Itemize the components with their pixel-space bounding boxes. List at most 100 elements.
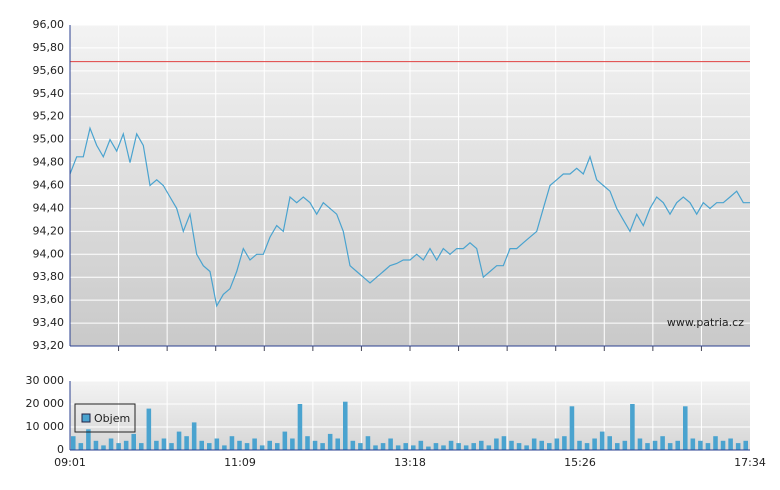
volume-bar — [199, 440, 204, 450]
volume-bar — [479, 440, 484, 450]
volume-bar — [547, 443, 552, 450]
volume-bar — [184, 436, 189, 450]
volume-bar — [154, 440, 159, 450]
volume-bar — [471, 443, 476, 450]
volume-bar — [539, 440, 544, 450]
y-tick-label: 94,00 — [33, 247, 65, 260]
volume-bar — [501, 436, 507, 450]
volume-bar — [667, 443, 673, 450]
y-tick-label: 0 — [57, 443, 64, 456]
volume-bar — [305, 436, 310, 450]
volume-bar — [403, 443, 408, 450]
volume-bar — [456, 443, 461, 450]
volume-bar — [290, 438, 295, 450]
volume-bar — [584, 443, 590, 450]
volume-bar — [244, 443, 250, 450]
volume-bar — [327, 433, 333, 450]
volume-bar — [312, 440, 318, 450]
volume-bar — [358, 443, 363, 450]
y-tick-label: 94,40 — [33, 201, 65, 214]
x-tick-label: 17:34 — [734, 456, 766, 469]
y-tick-label: 93,20 — [33, 339, 65, 352]
volume-bar — [630, 404, 635, 450]
volume-bar — [229, 436, 235, 450]
volume-bar — [222, 445, 227, 450]
legend-label: Objem — [94, 412, 130, 425]
volume-bar — [713, 436, 718, 450]
volume-bar — [607, 436, 612, 450]
volume-bar — [743, 440, 748, 450]
volume-bar — [161, 438, 167, 450]
volume-bar — [562, 436, 567, 450]
volume-bar — [463, 445, 469, 450]
volume-bar — [645, 443, 650, 450]
y-tick-label: 95,40 — [33, 87, 65, 100]
volume-bar — [146, 408, 152, 450]
volume-bar — [433, 443, 439, 450]
y-tick-label: 95,80 — [33, 41, 65, 54]
volume-bar — [343, 401, 348, 450]
volume-bar — [448, 440, 454, 450]
volume-bar — [214, 438, 220, 450]
volume-bar — [705, 443, 711, 450]
volume-bar — [554, 438, 560, 450]
volume-bar — [191, 422, 197, 450]
y-tick-label: 94,20 — [33, 224, 65, 237]
volume-bar — [116, 443, 121, 450]
volume-bar — [615, 443, 620, 450]
x-tick-label: 15:26 — [564, 456, 596, 469]
y-tick-label: 20 000 — [26, 397, 65, 410]
volume-bar — [388, 438, 393, 450]
volume-bar — [275, 443, 280, 450]
y-tick-label: 93,60 — [33, 293, 65, 306]
volume-bar — [728, 438, 733, 450]
price-line — [69, 126, 750, 308]
volume-bar — [71, 436, 76, 450]
volume-bar — [108, 438, 114, 450]
x-tick-label: 13:18 — [394, 456, 426, 469]
volume-bar — [652, 440, 658, 450]
y-tick-label: 94,60 — [33, 179, 65, 192]
volume-bar — [524, 445, 529, 450]
legend-swatch — [81, 413, 91, 423]
x-tick-label: 09:01 — [54, 456, 86, 469]
volume-bar — [335, 438, 340, 450]
volume-bar — [683, 406, 688, 450]
volume-bar — [395, 445, 401, 450]
volume-bar — [373, 445, 378, 450]
volume-bar — [320, 443, 325, 450]
volume-bar — [252, 438, 257, 450]
y-tick-label: 10 000 — [26, 420, 65, 433]
volume-bar — [516, 443, 522, 450]
volume-bar — [350, 440, 356, 450]
volume-bar — [93, 440, 99, 450]
y-tick-label: 30 000 — [26, 374, 65, 387]
volume-bar — [660, 436, 665, 450]
volume-bar — [411, 445, 416, 450]
y-tick-label: 96,00 — [33, 18, 65, 31]
volume-bar — [237, 440, 242, 450]
volume-bar — [592, 438, 597, 450]
volume-bar — [78, 443, 84, 450]
volume-bar — [622, 440, 628, 450]
volume-bar — [509, 440, 514, 450]
volume-bar — [690, 438, 696, 450]
volume-bar — [207, 443, 212, 450]
y-tick-label: 93,80 — [33, 270, 65, 283]
volume-bar — [380, 443, 386, 450]
x-tick-label: 11:09 — [224, 456, 256, 469]
volume-bar — [365, 436, 371, 450]
volume-bar — [675, 440, 680, 450]
volume-bar — [86, 429, 91, 450]
volume-bar — [123, 440, 129, 450]
legend-box — [74, 403, 136, 433]
volume-bar — [282, 431, 288, 450]
volume-bar — [486, 445, 492, 450]
y-tick-label: 94,80 — [33, 156, 65, 169]
volume-bar — [577, 440, 582, 450]
volume-bar — [441, 445, 446, 450]
volume-bar — [599, 431, 605, 450]
y-tick-label: 95,20 — [33, 110, 65, 123]
volume-bar — [720, 440, 726, 450]
